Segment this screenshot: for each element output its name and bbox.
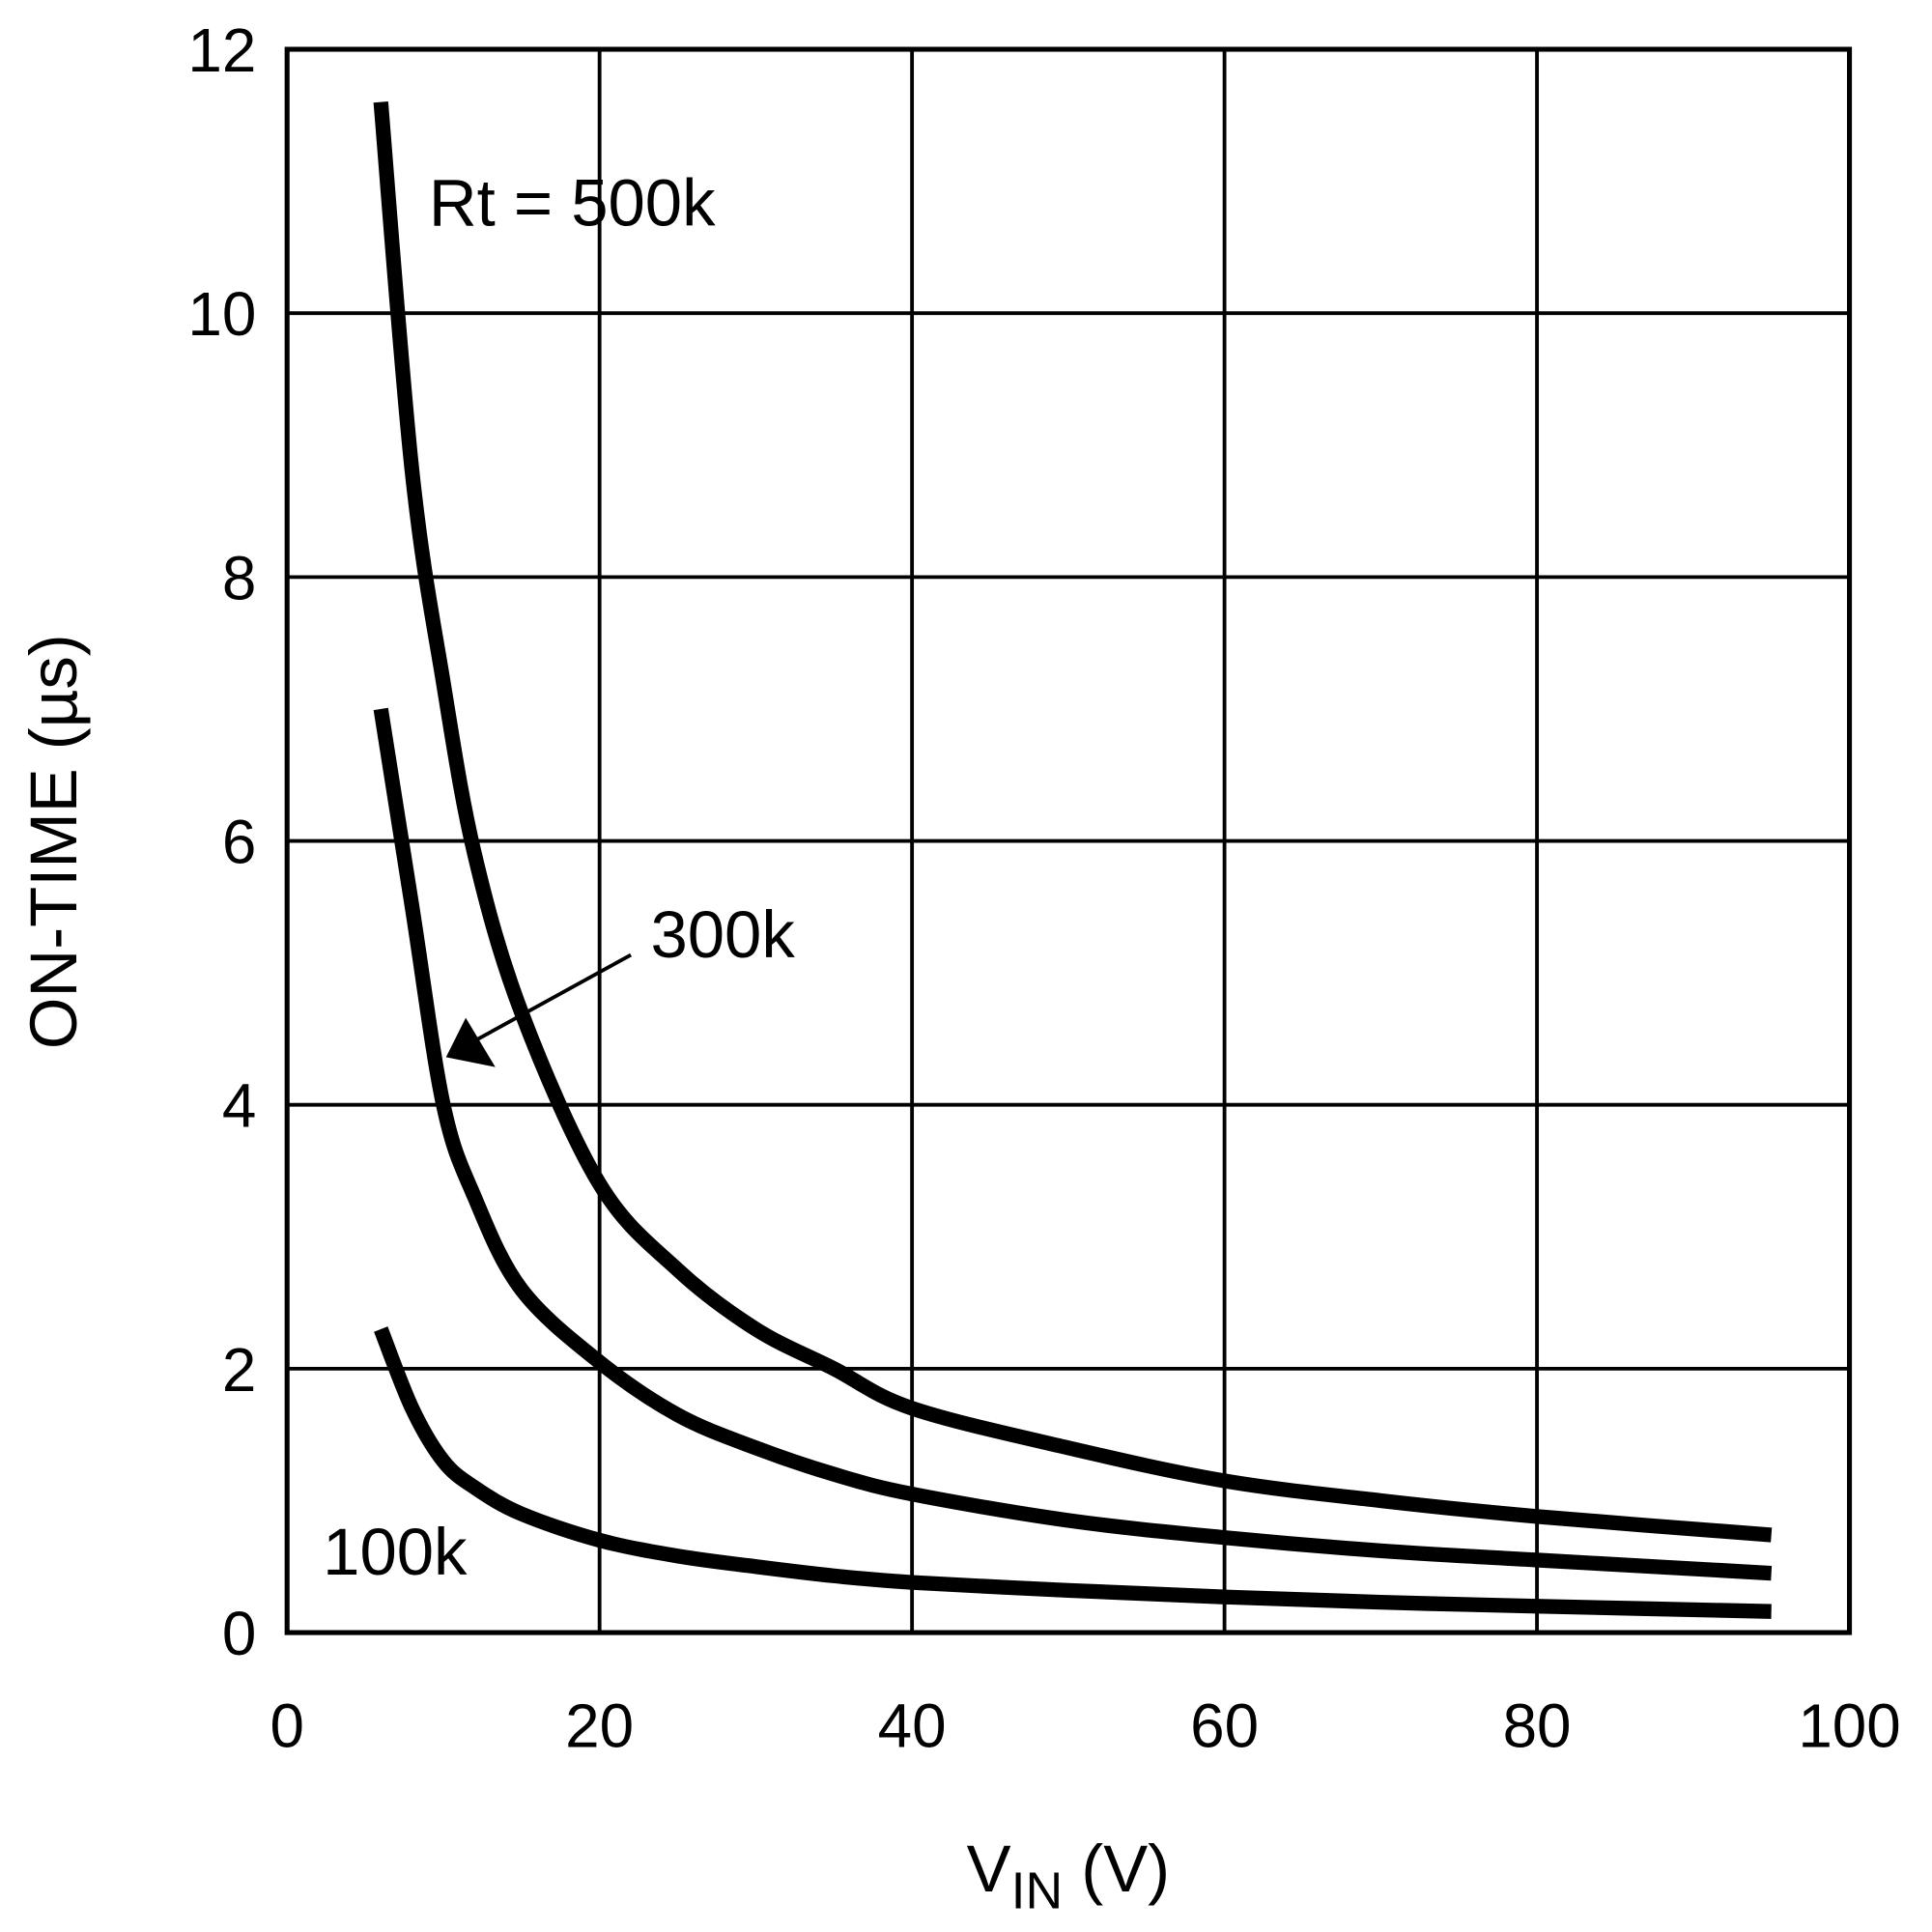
y-tick-label: 10 <box>187 279 256 349</box>
y-tick-label: 8 <box>222 543 256 612</box>
x-tick-label: 0 <box>270 1691 303 1761</box>
x-axis-label-sub: IN <box>1011 1863 1064 1920</box>
x-axis-label-main: V <box>967 1832 1011 1906</box>
y-axis-label: ON-TIME (µs) <box>16 634 91 1049</box>
x-tick-label: 80 <box>1503 1691 1572 1761</box>
x-tick-labels: 0 20 40 60 80 100 <box>270 1691 1900 1761</box>
y-tick-label: 4 <box>222 1071 256 1141</box>
x-tick-label: 40 <box>878 1691 947 1761</box>
x-tick-label: 100 <box>1798 1691 1900 1761</box>
arrow-300k <box>445 952 632 1067</box>
series-line-300k <box>373 707 1773 1581</box>
plot-frame <box>284 46 1853 1635</box>
y-tick-label: 6 <box>222 807 256 876</box>
y-tick-label: 12 <box>187 15 256 85</box>
x-axis-label: VIN (V) <box>967 1832 1170 1920</box>
annotation-100k: 100k <box>323 1515 468 1589</box>
x-tick-label: 20 <box>565 1691 634 1761</box>
grid <box>285 47 1852 1634</box>
series-lines <box>373 101 1773 1619</box>
x-axis-label-unit: (V) <box>1063 1832 1170 1906</box>
x-tick-label: 60 <box>1190 1691 1259 1761</box>
y-tick-labels: 0 2 4 6 8 10 12 <box>187 15 256 1668</box>
series-line-rt500k <box>373 101 1773 1543</box>
annotation-300k: 300k <box>650 897 795 972</box>
annotation-500k: Rt = 500k <box>429 165 716 240</box>
y-tick-label: 2 <box>222 1335 256 1405</box>
y-tick-label: 0 <box>222 1599 256 1668</box>
series-line-100k <box>374 1326 1772 1619</box>
